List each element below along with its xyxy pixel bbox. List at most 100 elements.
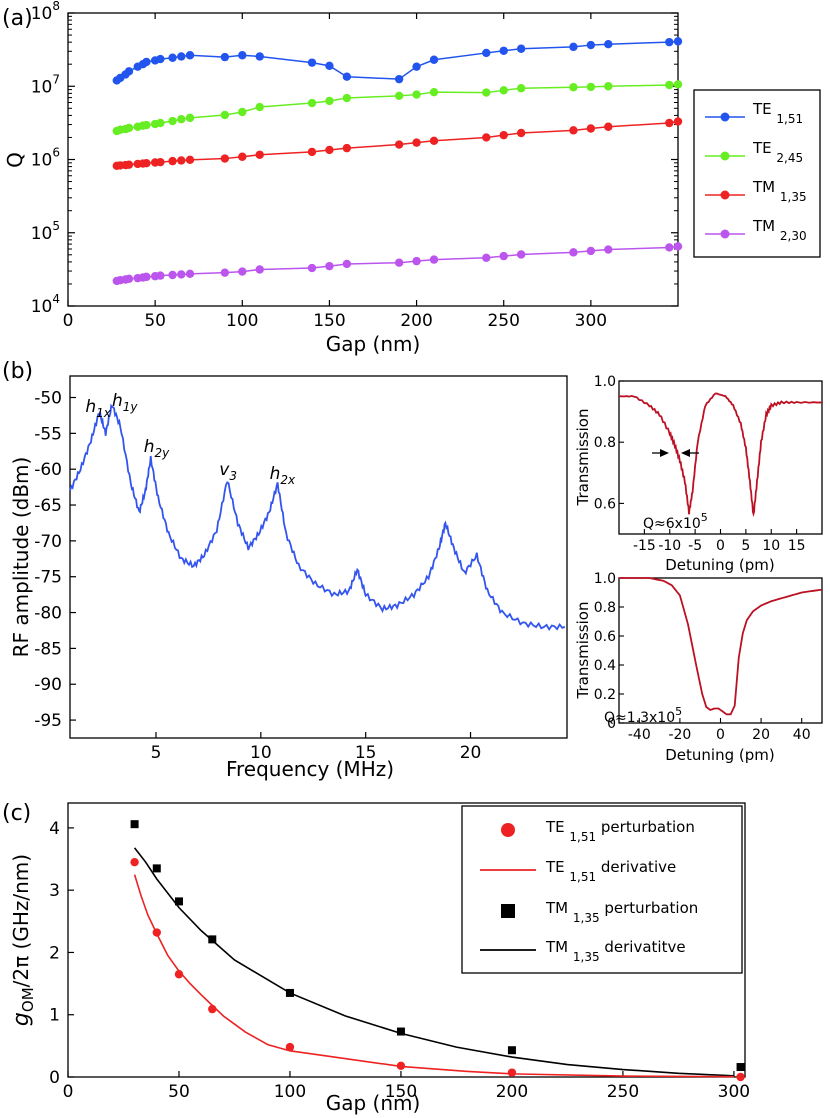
chart-a-xtick-label: 100 <box>226 311 258 331</box>
chart-a-point <box>255 52 264 61</box>
chart-b-bottom-xlabel: Detuning (pm) <box>665 746 774 764</box>
chart-a-point <box>499 46 508 55</box>
legend-desc: perturbation <box>596 818 695 836</box>
chart-a-point <box>604 40 613 49</box>
chart-c-xtick-label: 300 <box>718 1082 750 1102</box>
chart-b-xtick-label: 10 <box>250 743 272 763</box>
ytick-base: 10 <box>31 297 53 317</box>
chart-b-ytick-label: -95 <box>34 711 62 731</box>
chart-a-point <box>238 152 247 161</box>
chart-a-point <box>569 83 578 92</box>
chart-a-legend-box <box>693 89 821 258</box>
inset-top-xtick-label: 0 <box>716 538 725 554</box>
te-perturbation-point <box>507 1068 517 1077</box>
chart-b-ytick-label: -80 <box>34 604 62 624</box>
legend-desc: perturbation <box>600 899 699 917</box>
legend-name: TM <box>545 938 573 956</box>
chart-a-point <box>220 154 230 163</box>
chart-b-top-ylabel: Transmission <box>574 409 592 507</box>
legend-a-marker <box>720 190 730 200</box>
chart-a-ylabel: Q <box>3 152 27 168</box>
chart-a-point <box>342 93 352 103</box>
chart-b-ytick-label: -55 <box>34 424 62 444</box>
chart-c-ytick-label: 3 <box>49 881 60 901</box>
chart-a-point <box>673 37 683 46</box>
legend-desc: derivatitve <box>600 938 686 956</box>
tm-perturbation-point <box>285 988 294 997</box>
chart-b-bottom-ylabel: Transmission <box>574 602 592 700</box>
chart-a-point <box>124 274 134 284</box>
chart-a-point <box>499 130 508 140</box>
chart-c-xtick-label: 200 <box>496 1082 528 1102</box>
chart-a-point <box>429 136 439 146</box>
legend-name: TE <box>752 100 776 118</box>
inset-bottom-ytick-label: 0.6 <box>594 629 616 645</box>
inset-bottom-ytick-label: 0.2 <box>594 687 616 703</box>
chart-a-point <box>325 261 334 271</box>
chart-a-point <box>168 116 177 126</box>
q-value-bottom: Q≈1.3x10 <box>604 710 675 726</box>
chart-c-ytick-label: 1 <box>49 1006 60 1026</box>
legend-sub: 1,51 <box>569 830 596 844</box>
chart-a-point <box>516 128 526 138</box>
chart-b-xtick-label: 20 <box>460 743 482 763</box>
chart-a-point <box>156 118 165 128</box>
chart-b-ytick-label: -90 <box>34 675 62 695</box>
chart-a-xlabel: Gap (nm) <box>326 332 421 356</box>
inset-bottom-xtick-label: 0 <box>716 727 725 743</box>
ytick-exp: 6 <box>52 146 60 160</box>
chart-a-point <box>307 263 317 273</box>
chart-a-point <box>604 82 613 91</box>
chart-a-point <box>412 62 421 71</box>
legend-name: TE <box>545 818 569 836</box>
chart-a-point <box>673 242 683 251</box>
tm-perturbation-point <box>130 820 139 829</box>
chart-c-ytick-label: 2 <box>49 943 60 963</box>
chart-a-xtick-label: 150 <box>313 311 345 331</box>
ylabel-g: g <box>9 1012 34 1026</box>
inset-bottom-ytick-label: 0 <box>607 716 616 732</box>
legend-a-label: TM 2,30 <box>752 217 807 243</box>
inset-top-xtick-label: -10 <box>658 538 681 554</box>
q-exp-top: 5 <box>701 511 708 524</box>
legend-name: TM <box>752 217 780 235</box>
chart-b-xtick-label: 5 <box>151 743 162 763</box>
inset-bottom-ytick-label: 0.8 <box>594 600 616 616</box>
chart-b-top-frame <box>618 380 823 535</box>
chart-a-point <box>168 270 177 280</box>
ylabel-rest: /2π (GHz/nm) <box>9 854 33 987</box>
chart-c-xtick-label: 150 <box>385 1082 417 1102</box>
chart-a-point <box>307 147 317 157</box>
peak-letter: v <box>219 460 230 480</box>
peak-label: h1x <box>85 397 111 420</box>
te-perturbation-point <box>208 1004 217 1014</box>
chart-a-point <box>412 256 421 266</box>
chart-a-point <box>482 48 491 58</box>
legend-a-label: TE 1,51 <box>752 100 803 126</box>
legend-a-label: TM 1,35 <box>752 178 807 204</box>
legend-a-marker <box>720 112 730 122</box>
tm-perturbation-point <box>507 1046 516 1055</box>
chart-a-point <box>177 156 186 165</box>
chart-a-point <box>142 159 151 168</box>
chart-a-point <box>604 245 613 254</box>
chart-a-series-line <box>116 83 679 132</box>
chart-a-point <box>124 67 134 76</box>
chart-a-point <box>142 120 151 130</box>
chart-b-ytick-label: -60 <box>34 460 62 480</box>
ytick-exp: 5 <box>52 219 60 233</box>
chart-a-point <box>394 258 404 267</box>
chart-a-point <box>394 91 404 101</box>
chart-a-point <box>185 113 195 123</box>
chart-a-point <box>255 265 264 274</box>
ylabel-om: OM <box>19 987 37 1012</box>
chart-b-bottom-frame <box>618 577 823 724</box>
legend-c-label: TM 1,35 derivatitve <box>545 938 686 964</box>
chart-a-point <box>220 268 230 277</box>
legend-sub: 1,51 <box>776 112 803 126</box>
chart-a-point <box>429 55 439 64</box>
chart-a-point <box>177 114 186 124</box>
peak-sub: 1x <box>96 406 112 420</box>
chart-a-xtick-label: 200 <box>400 311 432 331</box>
